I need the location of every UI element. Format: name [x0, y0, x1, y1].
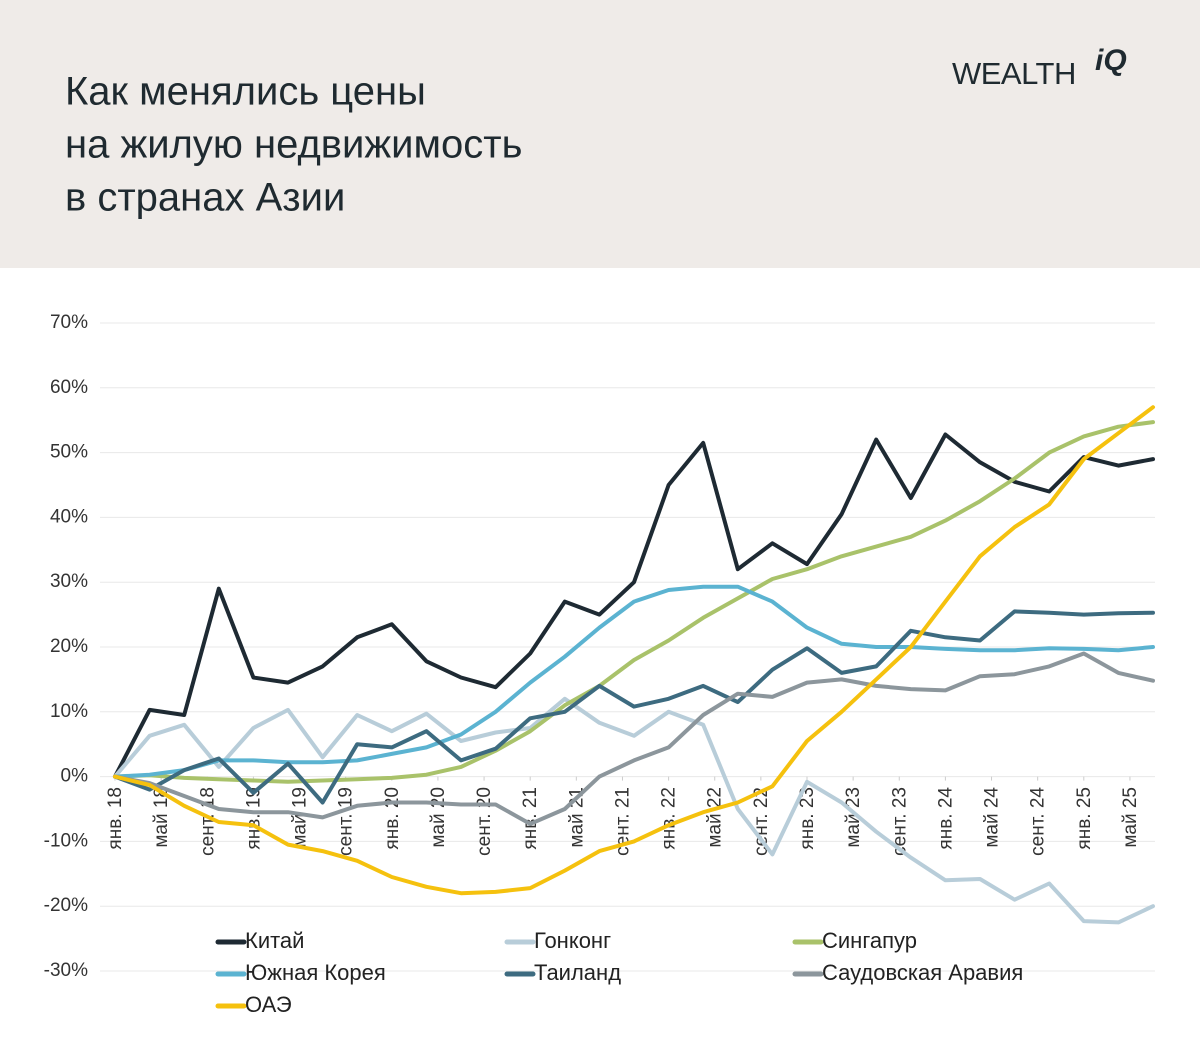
series-line [113, 609, 1155, 805]
x-tick-label: янв. 20 [382, 787, 403, 850]
logo-suffix: iQ [1095, 44, 1127, 77]
series-line [113, 696, 1155, 925]
header-bg [0, 0, 1200, 268]
x-tick-label: май 22 [705, 787, 726, 848]
x-tick-label: май 23 [843, 787, 864, 848]
legend-label: Гонконг [534, 928, 611, 953]
x-tick-label: сент. 23 [889, 787, 910, 856]
legend-label: Таиланд [534, 960, 621, 985]
y-tick-label: 50% [50, 442, 88, 463]
legend-label: Южная Корея [245, 960, 386, 985]
series-line [113, 432, 1155, 779]
x-tick-label: май 19 [290, 787, 311, 848]
x-tick-label: сент. 21 [612, 787, 633, 856]
y-tick-label: 40% [50, 506, 88, 527]
x-tick-label: янв. 22 [659, 787, 680, 850]
title-line: в странах Азии [65, 176, 345, 220]
y-tick-label: 10% [50, 701, 88, 722]
series-line [113, 651, 1155, 826]
y-tick-label: 70% [50, 312, 88, 333]
legend-label: Сингапур [822, 928, 917, 953]
series-line [113, 420, 1155, 784]
x-tick-label: сент. 24 [1028, 787, 1049, 856]
y-tick-label: 0% [61, 766, 89, 787]
x-tick-label: сент. 20 [474, 787, 495, 856]
y-tick-label: 20% [50, 636, 88, 657]
y-tick-label: 60% [50, 377, 88, 398]
x-tick-label: янв. 24 [935, 787, 956, 850]
y-tick-label: -30% [44, 960, 88, 981]
x-tick-label: май 20 [428, 787, 449, 848]
title-line: на жилую недвижимость [65, 123, 522, 167]
legend-label: Саудовская Аравия [822, 960, 1023, 985]
y-tick-label: 30% [50, 571, 88, 592]
x-tick-label: май 25 [1120, 787, 1141, 848]
x-tick-label: май 18 [151, 787, 172, 848]
series-line [113, 405, 1155, 896]
legend-label: Китай [245, 928, 304, 953]
title-line: Как менялись цены [65, 70, 426, 114]
x-tick-label: янв. 25 [1074, 787, 1095, 850]
legend-label: ОАЭ [245, 992, 292, 1017]
x-tick-label: май 24 [982, 787, 1003, 848]
x-tick-label: сент. 19 [336, 787, 357, 856]
y-tick-label: -10% [44, 830, 88, 851]
x-tick-label: янв. 21 [520, 787, 541, 850]
x-tick-label: янв. 19 [243, 787, 264, 850]
y-tick-label: -20% [44, 895, 88, 916]
x-tick-label: янв. 18 [105, 787, 126, 850]
logo: WEALTH [952, 56, 1076, 91]
x-tick-label: янв. 23 [797, 787, 818, 850]
x-tick-label: сент. 22 [751, 787, 772, 856]
